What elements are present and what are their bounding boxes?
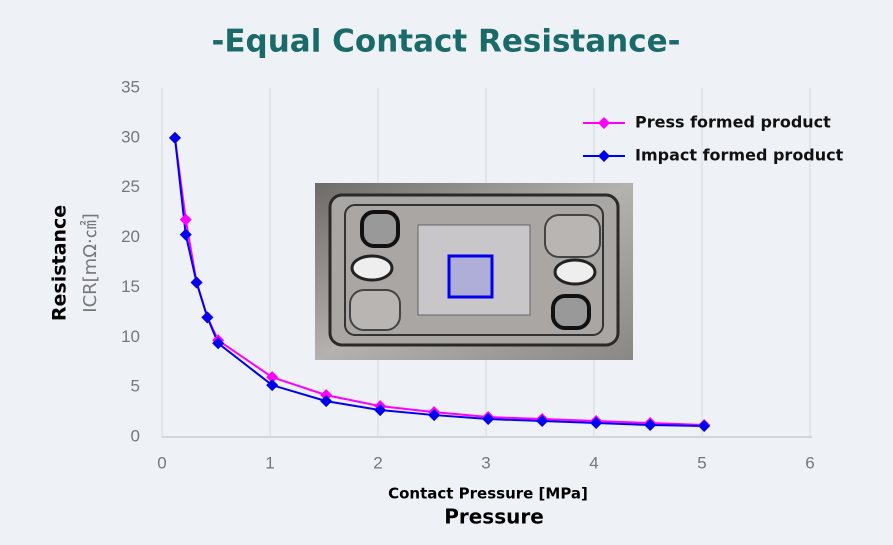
x-axis-sublabel: Pressure bbox=[444, 505, 544, 529]
point-marker bbox=[590, 417, 603, 430]
y-tick-label: 25 bbox=[121, 177, 140, 196]
x-axis-label: Contact Pressure [MPa] bbox=[388, 485, 588, 503]
point-marker bbox=[536, 415, 549, 428]
y-tick-label: 30 bbox=[121, 127, 140, 146]
x-tick-label: 3 bbox=[481, 453, 490, 472]
x-tick-label: 0 bbox=[157, 453, 166, 472]
chart-title: -Equal Contact Resistance- bbox=[212, 24, 681, 60]
point-marker bbox=[201, 311, 214, 324]
point-marker bbox=[482, 413, 495, 426]
series-line bbox=[173, 137, 705, 428]
legend-marker bbox=[598, 117, 610, 129]
y-axis-label: Resistance bbox=[49, 205, 71, 321]
point-marker bbox=[179, 213, 192, 226]
x-tick-label: 4 bbox=[589, 453, 598, 472]
x-tick-label: 5 bbox=[697, 453, 706, 472]
x-tick-label: 1 bbox=[265, 453, 274, 472]
y-tick-label: 15 bbox=[121, 277, 140, 296]
y-tick-label: 10 bbox=[121, 327, 140, 346]
point-marker bbox=[320, 395, 333, 408]
legend-label: Press formed product bbox=[635, 113, 831, 132]
y-tick-label: 0 bbox=[131, 426, 140, 445]
legend-label: Impact formed product bbox=[635, 146, 844, 165]
y-tick-label: 35 bbox=[121, 77, 140, 96]
x-tick-label: 2 bbox=[373, 453, 382, 472]
point-marker bbox=[212, 337, 225, 350]
y-tick-label: 5 bbox=[131, 377, 140, 396]
point-marker bbox=[428, 409, 441, 422]
point-marker bbox=[266, 371, 279, 384]
legend-marker bbox=[598, 150, 610, 162]
y-tick-label: 20 bbox=[121, 227, 140, 246]
y-axis-sublabel: ICR[mΩ·㎠] bbox=[79, 213, 101, 312]
point-marker bbox=[179, 228, 192, 241]
point-marker bbox=[266, 379, 279, 392]
point-marker bbox=[698, 420, 711, 433]
product-photo bbox=[315, 183, 633, 360]
point-marker bbox=[374, 404, 387, 417]
x-tick-label: 6 bbox=[805, 453, 814, 472]
point-marker bbox=[168, 131, 181, 144]
point-marker bbox=[190, 276, 203, 289]
point-marker bbox=[644, 419, 657, 432]
